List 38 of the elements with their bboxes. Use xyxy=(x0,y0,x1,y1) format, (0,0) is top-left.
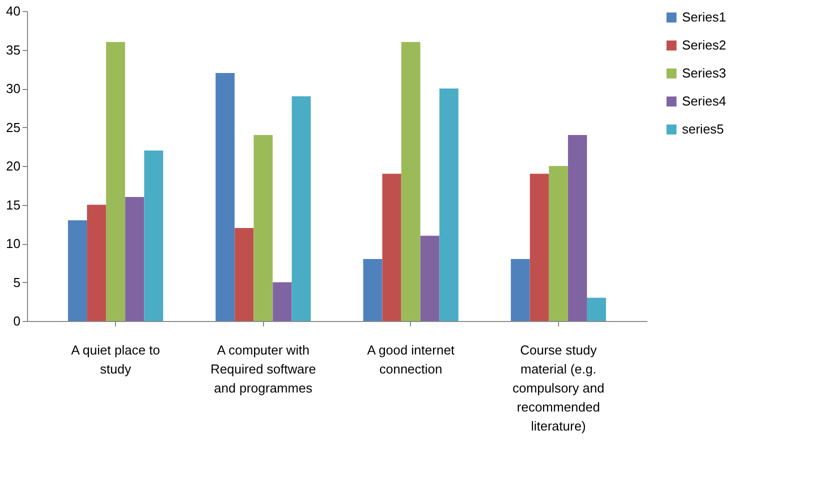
bar xyxy=(530,174,549,321)
bar xyxy=(106,42,126,321)
bar xyxy=(401,42,420,321)
x-tick-label: A good internet connection xyxy=(367,342,455,376)
y-tick-label: 25 xyxy=(6,120,20,135)
bar xyxy=(292,96,311,321)
bar xyxy=(363,259,382,321)
y-tick-label: 10 xyxy=(6,236,20,251)
bar xyxy=(68,220,87,321)
bar xyxy=(272,282,292,321)
bar xyxy=(420,236,440,321)
legend-label: Series1 xyxy=(682,10,726,24)
legend-label: series5 xyxy=(682,122,724,136)
y-tick-label: 5 xyxy=(13,274,20,290)
bar xyxy=(87,204,106,321)
x-tick-label: A computer with Required software and programmes xyxy=(210,342,316,396)
bar xyxy=(125,197,144,321)
legend-label: Series4 xyxy=(682,94,726,108)
y-tick-label: 35 xyxy=(6,42,20,58)
bar xyxy=(254,135,273,321)
legend-label: Series3 xyxy=(682,66,726,80)
bar xyxy=(548,166,568,321)
y-tick-label: 20 xyxy=(6,158,20,174)
bar xyxy=(439,88,458,321)
bar xyxy=(382,174,402,321)
bar xyxy=(216,73,235,321)
bar xyxy=(234,228,254,321)
y-tick-label: 0 xyxy=(13,314,20,328)
x-tick-label: Course study material (e.g. compulsory and recommended literature) xyxy=(512,342,604,434)
bar xyxy=(144,150,164,321)
y-tick-label: 30 xyxy=(6,81,20,96)
y-tick-label: 15 xyxy=(6,197,20,212)
bar xyxy=(510,259,530,321)
x-tick-label: A quiet place to study xyxy=(71,342,160,376)
legend-label: Series2 xyxy=(682,38,726,52)
bar xyxy=(587,298,606,321)
bar xyxy=(568,135,587,321)
y-tick-label: 40 xyxy=(6,4,20,18)
